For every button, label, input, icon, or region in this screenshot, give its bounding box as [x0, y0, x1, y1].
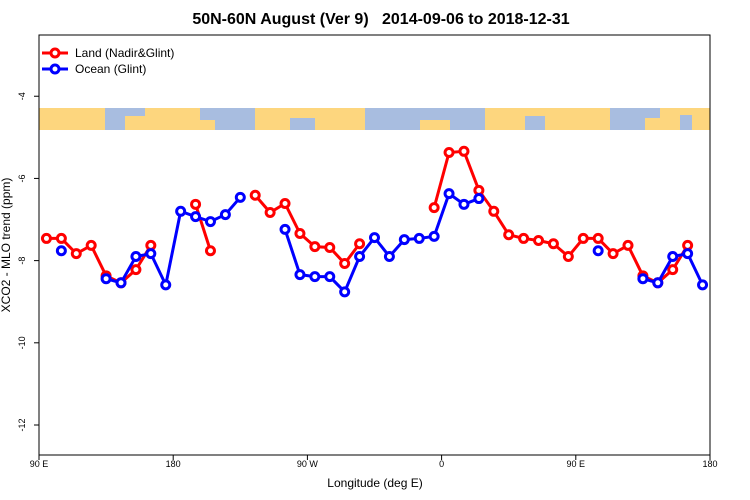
data-point — [70, 248, 82, 260]
data-point — [294, 269, 306, 281]
data-point — [488, 205, 500, 217]
data-point — [339, 286, 351, 298]
data-point — [115, 277, 127, 289]
data-point — [264, 207, 276, 219]
legend-marker — [49, 47, 61, 59]
data-point — [697, 279, 709, 291]
data-point — [130, 264, 142, 276]
data-point — [577, 232, 589, 244]
plot-frame — [38, 34, 711, 456]
map-strip — [39, 108, 710, 130]
data-point — [145, 248, 157, 260]
y-tick-label: -8 — [17, 257, 27, 265]
data-point — [369, 232, 380, 244]
legend-label: Ocean (Glint) — [75, 62, 146, 76]
data-point — [637, 273, 649, 285]
y-tick-label: -6 — [17, 174, 27, 182]
data-point — [219, 209, 231, 221]
data-point — [309, 241, 321, 253]
x-tick-label: 180 — [166, 459, 181, 469]
data-point — [398, 234, 410, 246]
data-point — [249, 189, 261, 201]
data-point — [100, 273, 112, 285]
data-point — [55, 245, 67, 257]
data-point — [234, 191, 246, 203]
data-point — [309, 271, 321, 283]
data-point — [682, 248, 694, 260]
data-point — [592, 232, 604, 244]
y-tick-label: -12 — [17, 418, 27, 431]
legend-marker — [49, 63, 61, 75]
x-tick-label: 90 E — [30, 459, 49, 469]
data-point — [667, 251, 679, 263]
x-tick-label: 90 E — [567, 459, 586, 469]
y-axis-label: XCO2 - MLO trend (ppm) — [0, 178, 13, 313]
data-point — [413, 232, 425, 244]
data-point — [652, 277, 664, 289]
x-tick-label: 90 W — [297, 459, 319, 469]
data-point — [204, 245, 216, 257]
data-point — [428, 202, 440, 214]
data-point — [428, 230, 440, 242]
data-point — [622, 239, 634, 251]
data-point — [55, 232, 67, 244]
data-point — [324, 241, 336, 253]
data-point — [279, 197, 291, 209]
data-point — [85, 239, 97, 251]
data-point — [518, 232, 530, 244]
data-point — [354, 238, 366, 250]
data-point — [354, 251, 366, 263]
data-point — [383, 251, 395, 263]
series-line — [46, 149, 689, 285]
y-tick-label: -4 — [17, 92, 27, 100]
data-point — [190, 198, 202, 210]
x-tick-label: 180 — [702, 459, 717, 469]
data-point — [667, 264, 679, 276]
data-point — [130, 251, 142, 263]
data-point — [339, 257, 351, 269]
data-point — [473, 193, 485, 205]
data-point — [443, 147, 455, 159]
x-axis-label: Longitude (deg E) — [327, 476, 422, 490]
data-point — [592, 245, 604, 257]
legend-label: Land (Nadir&Glint) — [75, 46, 174, 60]
data-point — [533, 234, 545, 246]
chart-title: 50N-60N August (Ver 9) 2014-09-06 to 201… — [192, 11, 569, 28]
data-point — [607, 248, 619, 260]
x-tick-label: 0 — [439, 459, 444, 469]
data-point — [40, 232, 52, 244]
y-tick-label: -10 — [17, 336, 27, 349]
data-point — [458, 198, 470, 210]
data-point — [294, 227, 306, 239]
data-point — [279, 223, 291, 235]
data-point — [443, 188, 455, 200]
data-point — [190, 211, 202, 223]
data-point — [547, 238, 559, 250]
data-point — [204, 216, 216, 228]
data-point — [160, 279, 172, 291]
data-point — [458, 145, 470, 157]
data-point — [324, 271, 336, 283]
data-point — [562, 251, 574, 263]
data-point — [503, 229, 515, 241]
data-point — [175, 205, 187, 217]
